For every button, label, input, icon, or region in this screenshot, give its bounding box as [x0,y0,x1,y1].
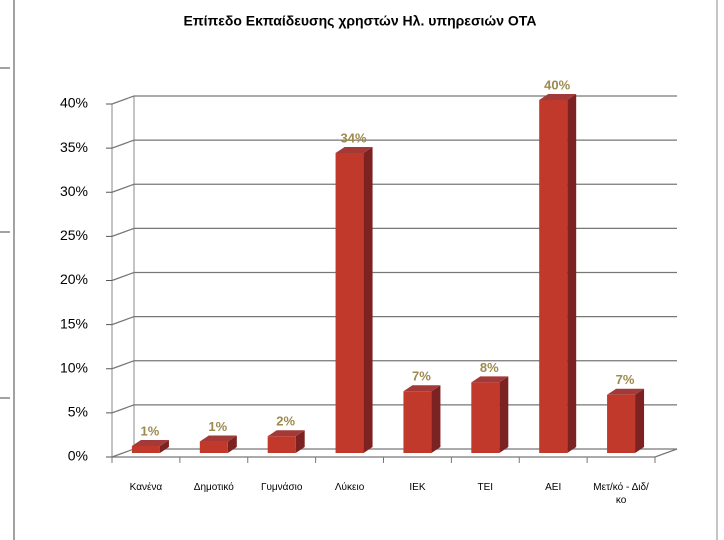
bar-top [471,376,509,383]
y-tick-label: 10% [60,359,88,375]
bar-side [227,435,237,453]
y-tick-label: 40% [60,95,88,111]
bar [403,391,432,453]
x-tick-label: Λύκειο [334,482,365,493]
bar-side [363,146,373,453]
data-label: 1% [208,419,227,434]
y-tick-label: 15% [60,315,88,331]
y-tick-label: 5% [68,404,88,420]
bar [131,445,160,453]
data-label: 7% [616,372,635,387]
y-tick-label: 20% [60,271,88,287]
x-tick-label: Γυμνάσιο [260,482,303,493]
bar-side [567,94,577,453]
grid-line [111,360,677,370]
data-label: 2% [276,414,295,429]
bar-top [267,430,305,437]
bar-top [539,94,577,100]
x-tick-label: ΤΕΙ [477,482,494,493]
bar-side [295,430,305,453]
bar-side [499,376,509,453]
data-label: 8% [480,360,499,375]
bar-top [403,385,441,392]
bar [267,436,296,453]
x-tick-label: Κανένα [129,482,163,493]
bar [471,382,500,453]
data-label: 1% [141,423,160,438]
x-tick-label: Δημοτικό [193,482,234,493]
y-tick-label: 25% [60,227,88,243]
bar-side [159,439,169,453]
data-label: 34% [341,130,367,145]
bar [607,394,636,453]
bar [199,441,228,453]
bar [539,100,568,453]
grid-line [111,316,677,326]
chart-title: Επίπεδο Εκπαίδευσης χρηστών Ηλ. υπηρεσιώ… [184,13,537,29]
y-tick-label: 30% [60,183,88,199]
bar [335,152,364,453]
data-label: 40% [544,77,570,92]
grid-line [111,271,677,282]
x-tick-label: ΑΕΙ [545,482,562,493]
bar-top [335,146,373,153]
y-tick-label: 35% [60,139,88,155]
grid-line [111,139,677,149]
bar-top [131,439,169,446]
x-tick-label: Μετ/κό - Διδ/κο [593,482,649,506]
grid-line [111,95,677,105]
bar-top [607,388,645,395]
data-label: 7% [412,369,431,384]
bar-side [635,388,645,453]
bar-top [199,435,237,442]
y-tick-label: 0% [68,448,88,464]
x-tick-label: ΙΕΚ [409,482,426,493]
grid-line [111,183,677,193]
grid-line [111,227,677,237]
bar-side [431,385,441,453]
